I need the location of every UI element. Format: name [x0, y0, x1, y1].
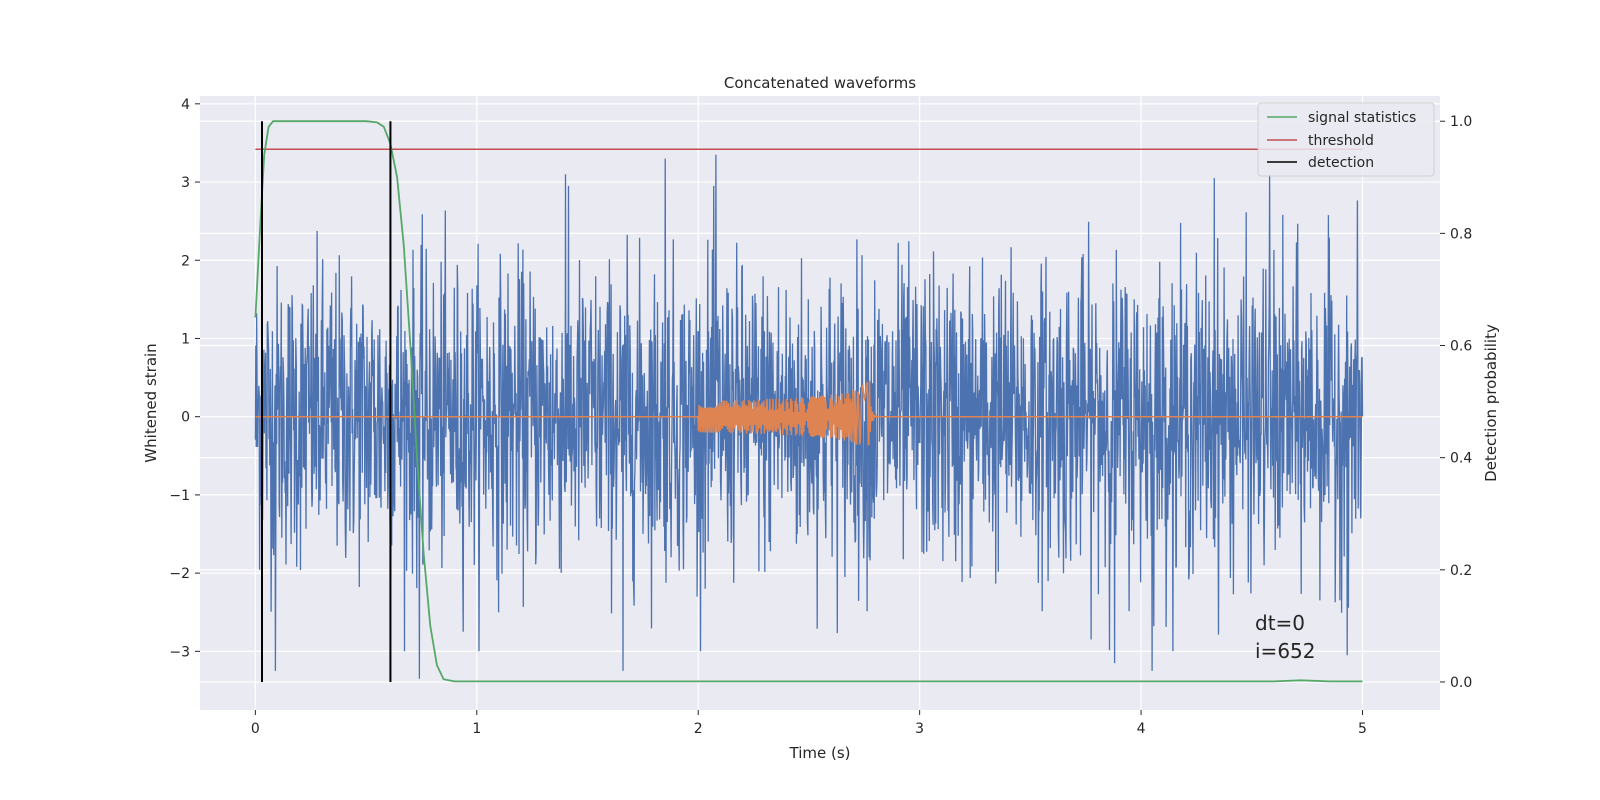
x-axis-label: Time (s): [789, 744, 851, 762]
signal-statistics-series: [254, 120, 1363, 683]
waveform-series: [255, 380, 1363, 446]
y-tick-label: −3: [169, 644, 190, 660]
y2-tick-label: 0.8: [1450, 226, 1472, 242]
waveform-line: [255, 380, 1363, 446]
y2-tick-label: 1.0: [1450, 114, 1472, 130]
x-tick-label: 4: [1137, 721, 1146, 737]
strain-line: [254, 154, 1364, 679]
axis-ticks: 0 1 2 3 4 5 4 3 2 1 0 −1 −2 −3 1.0 0.8 0.6 0.4 0.2 0.0: [169, 97, 1472, 737]
signal-statistics-line: [254, 120, 1363, 683]
x-tick-label: 1: [472, 721, 481, 737]
annotation-i: i=652: [1255, 639, 1316, 663]
chart-title: Concatenated waveforms: [724, 74, 916, 92]
annotation-dt: dt=0: [1255, 611, 1305, 635]
y-tick-label: 4: [181, 97, 190, 113]
legend: signal statistics threshold detection: [1257, 102, 1435, 177]
legend-box: [1257, 102, 1435, 177]
y2-tick-label: 0.6: [1450, 339, 1472, 355]
y-tick-label: 3: [181, 175, 190, 191]
y2-tick-label: 0.0: [1450, 675, 1472, 691]
y-axis-label: Whitened strain: [142, 343, 160, 462]
y-tick-label: −2: [169, 566, 190, 582]
x-tick-label: 3: [915, 721, 924, 737]
legend-label-detection: detection: [1308, 155, 1374, 171]
detection-series: [261, 121, 392, 682]
legend-label-signal-statistics: signal statistics: [1308, 110, 1416, 126]
x-tick-label: 0: [251, 721, 260, 737]
x-tick-label: 2: [694, 721, 703, 737]
strain-series: [254, 154, 1364, 679]
y-tick-label: 0: [181, 410, 190, 426]
y2-axis-label: Detection probability: [1482, 324, 1500, 482]
y-tick-label: 2: [181, 253, 190, 269]
y-tick-label: 1: [181, 331, 190, 347]
y-tick-label: −1: [169, 488, 190, 504]
x-tick-label: 5: [1358, 721, 1367, 737]
y2-tick-label: 0.4: [1450, 451, 1472, 467]
legend-label-threshold: threshold: [1308, 133, 1374, 149]
y2-tick-label: 0.2: [1450, 563, 1472, 579]
